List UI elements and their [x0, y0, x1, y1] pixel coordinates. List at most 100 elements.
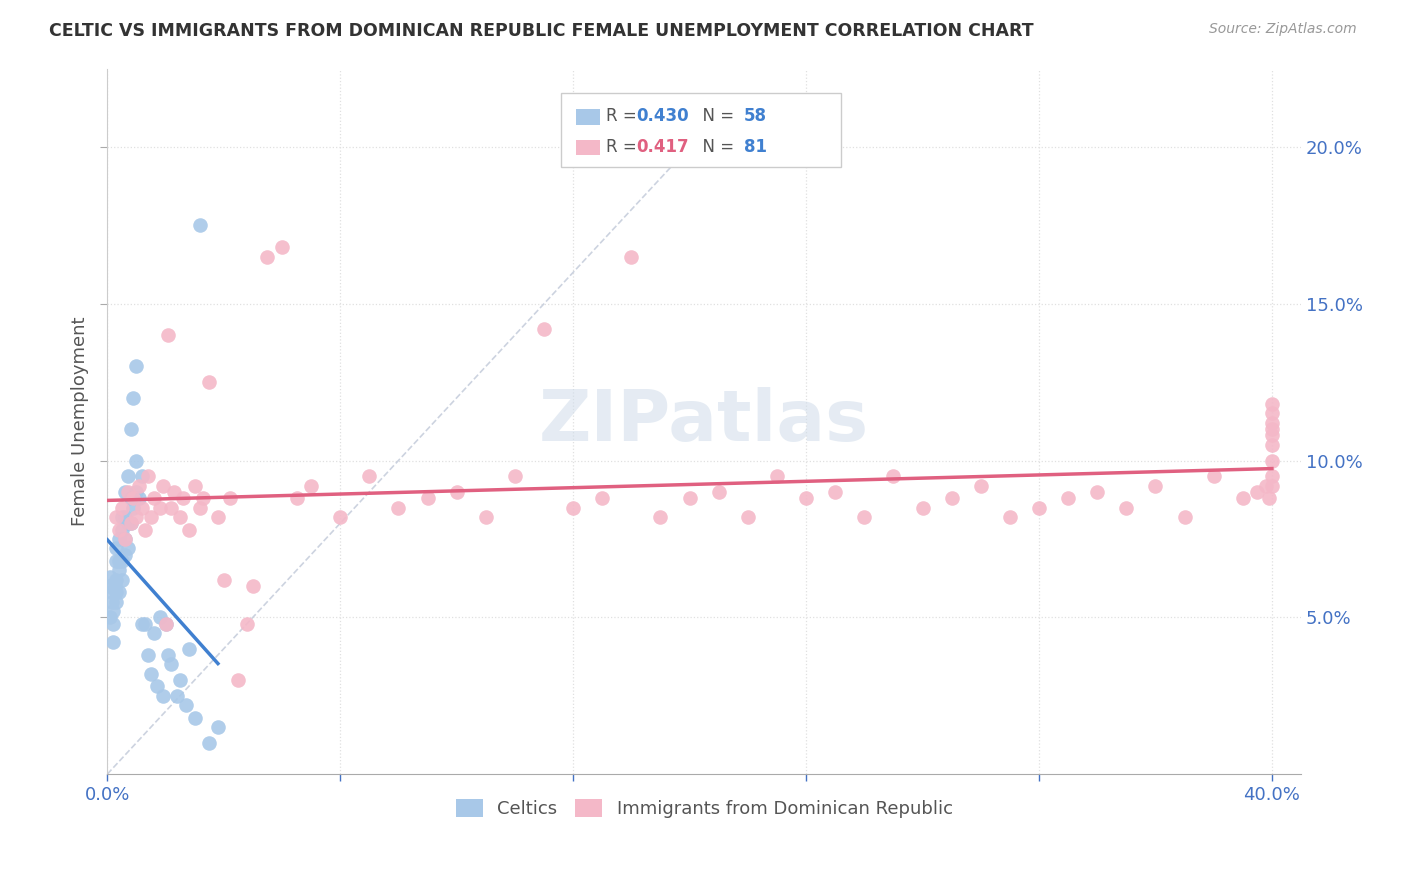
Point	[329, 510, 352, 524]
Point	[98, 610, 121, 624]
Point	[359, 469, 381, 483]
Point	[882, 469, 904, 483]
Point	[177, 641, 200, 656]
Point	[285, 491, 308, 505]
Point	[1254, 478, 1277, 492]
Point	[183, 478, 205, 492]
Point	[105, 594, 128, 608]
Point	[100, 585, 122, 599]
Point	[100, 594, 122, 608]
Point	[101, 604, 124, 618]
Legend: Celtics, Immigrants from Dominican Republic: Celtics, Immigrants from Dominican Repub…	[449, 791, 960, 825]
Point	[1261, 416, 1284, 430]
Point	[157, 648, 180, 662]
Point	[105, 510, 128, 524]
Point	[475, 510, 498, 524]
Point	[256, 250, 278, 264]
Point	[620, 250, 643, 264]
Point	[169, 510, 191, 524]
Text: ZIPatlas: ZIPatlas	[538, 387, 869, 456]
Point	[117, 516, 139, 531]
Point	[111, 554, 134, 568]
Point	[125, 359, 148, 374]
Point	[155, 616, 177, 631]
Point	[1232, 491, 1254, 505]
Point	[1261, 397, 1284, 411]
Text: N =: N =	[692, 138, 740, 156]
Point	[125, 510, 148, 524]
Point	[218, 491, 240, 505]
Point	[1261, 422, 1284, 436]
Point	[1258, 491, 1281, 505]
Point	[562, 500, 585, 515]
Point	[134, 523, 156, 537]
Point	[678, 491, 700, 505]
Point	[128, 478, 150, 492]
Point	[152, 478, 174, 492]
FancyBboxPatch shape	[576, 140, 600, 155]
Point	[125, 453, 148, 467]
Point	[146, 679, 169, 693]
Point	[117, 469, 139, 483]
Point	[108, 563, 131, 577]
Point	[1144, 478, 1167, 492]
Point	[198, 736, 221, 750]
Point	[160, 500, 183, 515]
Point	[941, 491, 963, 505]
Text: N =: N =	[692, 107, 740, 125]
Point	[101, 616, 124, 631]
Point	[125, 484, 148, 499]
Point	[97, 579, 120, 593]
Point	[166, 689, 188, 703]
Point	[446, 484, 468, 499]
Point	[1028, 500, 1050, 515]
Point	[111, 523, 134, 537]
Text: R =: R =	[606, 138, 643, 156]
Point	[299, 478, 322, 492]
Point	[105, 573, 128, 587]
Y-axis label: Female Unemployment: Female Unemployment	[72, 317, 89, 526]
Point	[226, 673, 249, 687]
Text: R =: R =	[606, 107, 643, 125]
Point	[794, 491, 817, 505]
Point	[387, 500, 409, 515]
Point	[120, 422, 142, 436]
Point	[98, 569, 121, 583]
Point	[190, 219, 212, 233]
Point	[122, 391, 145, 405]
Point	[1085, 484, 1108, 499]
Text: 58: 58	[744, 107, 766, 125]
Point	[650, 510, 672, 524]
Point	[1261, 428, 1284, 442]
Point	[117, 541, 139, 556]
Point	[114, 532, 136, 546]
Point	[970, 478, 993, 492]
Point	[105, 541, 128, 556]
Point	[111, 573, 134, 587]
Point	[120, 516, 142, 531]
Point	[177, 523, 200, 537]
Point	[108, 585, 131, 599]
Point	[152, 689, 174, 703]
Point	[160, 657, 183, 672]
Point	[1261, 478, 1284, 492]
FancyBboxPatch shape	[561, 94, 841, 168]
Point	[105, 554, 128, 568]
Text: 0.430: 0.430	[636, 107, 689, 125]
Point	[212, 573, 235, 587]
Point	[236, 616, 259, 631]
Point	[1246, 484, 1268, 499]
Point	[207, 720, 229, 734]
Point	[122, 491, 145, 505]
Point	[114, 548, 136, 562]
Point	[114, 510, 136, 524]
Point	[1261, 469, 1284, 483]
Point	[131, 616, 153, 631]
Point	[1202, 469, 1225, 483]
Point	[139, 510, 162, 524]
Point	[503, 469, 526, 483]
Point	[174, 698, 197, 713]
Point	[157, 328, 180, 343]
Point	[142, 626, 165, 640]
Point	[416, 491, 439, 505]
